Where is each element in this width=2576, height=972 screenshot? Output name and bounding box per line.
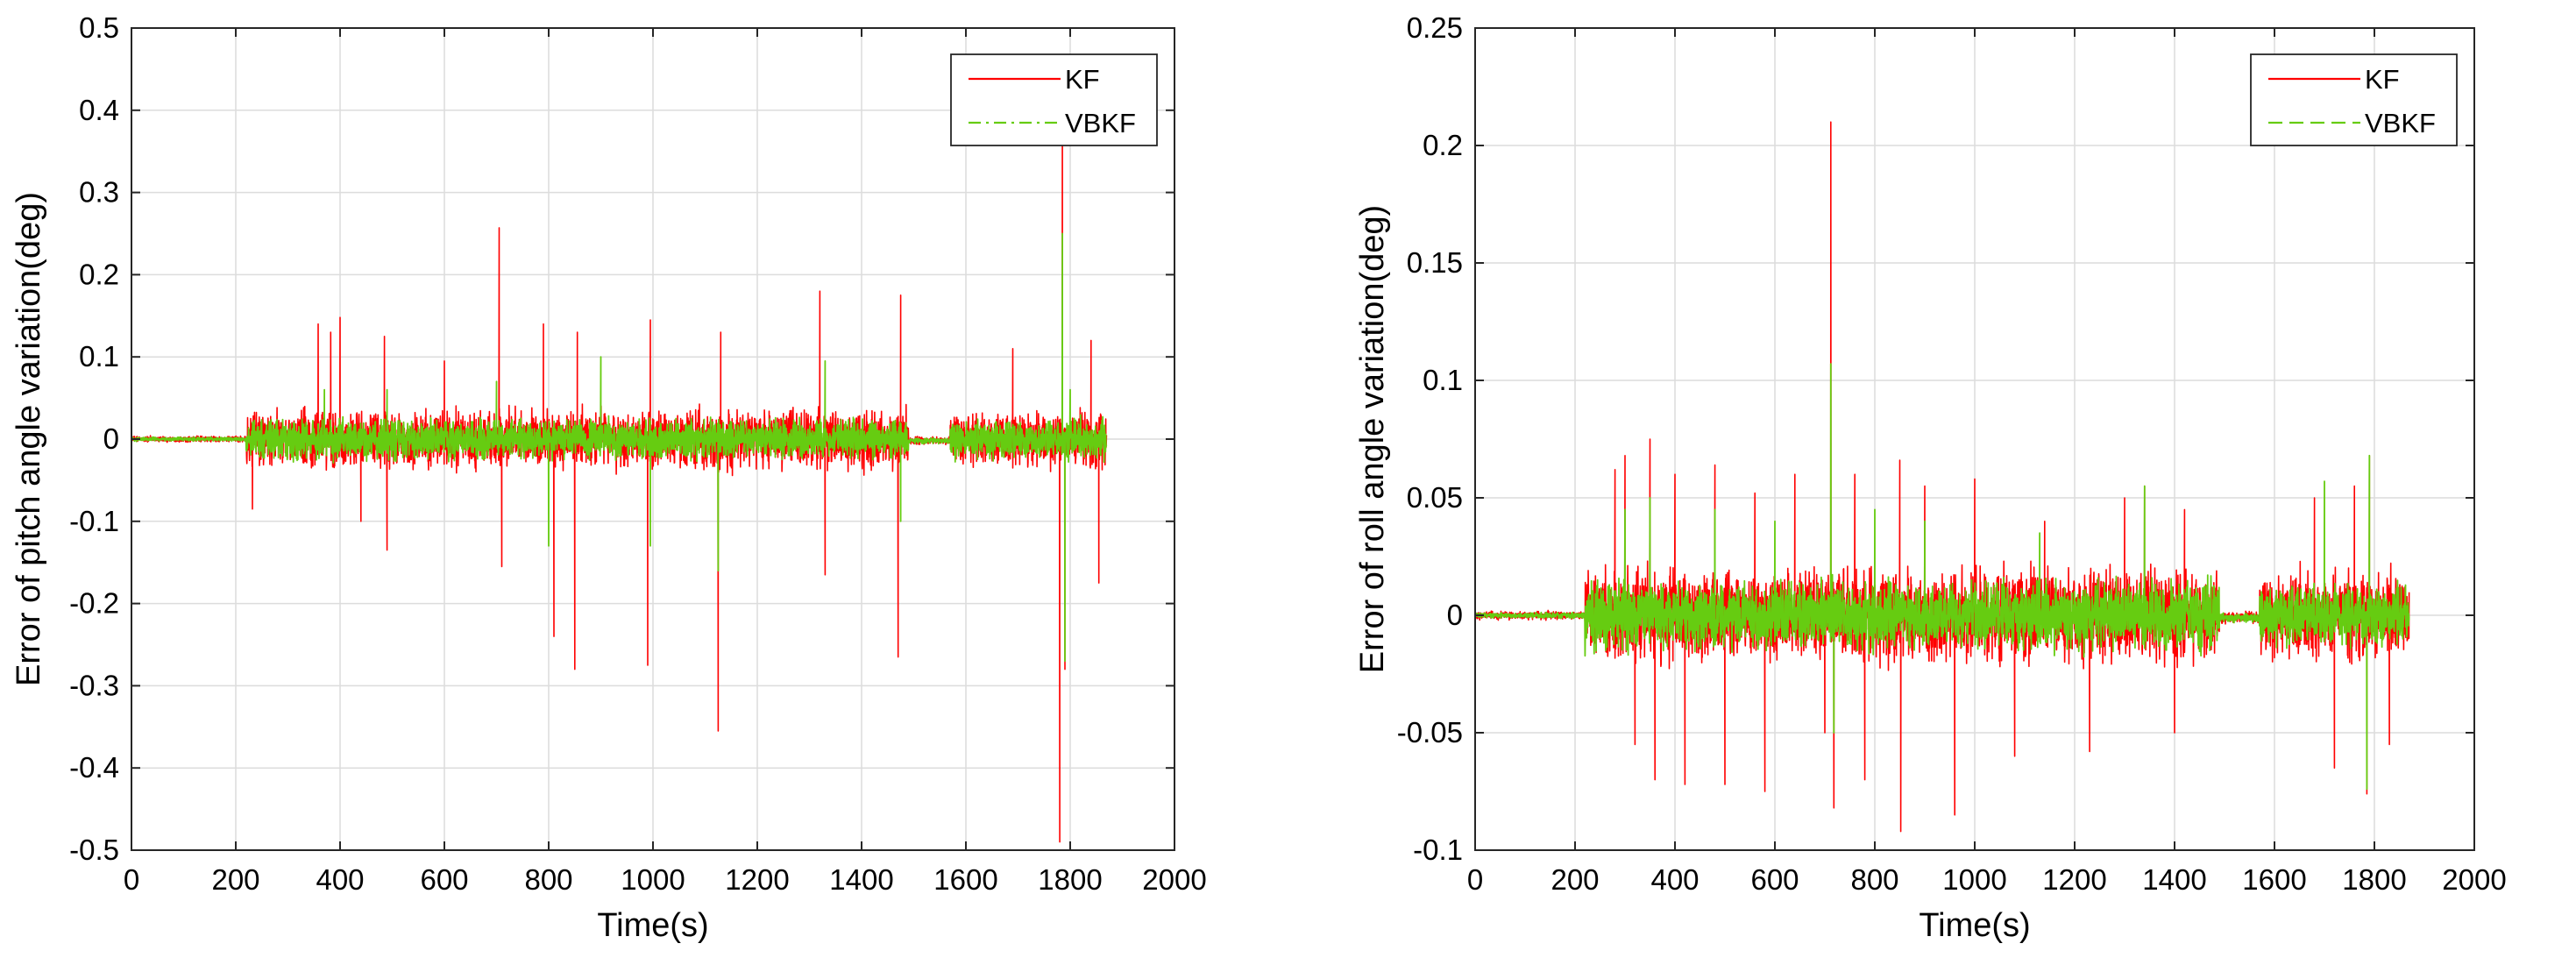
roll-xtick-label-6: 1200	[2042, 863, 2106, 896]
roll-ylabel: Error of roll angle variation(deg)	[1354, 205, 1391, 673]
pitch-ytick-label-0: -0.5	[69, 834, 119, 866]
roll-ytick-label-3: 0.05	[1407, 481, 1463, 514]
roll-xtick-label-9: 1800	[2342, 863, 2406, 896]
roll-legend-label-kf: KF	[2365, 64, 2400, 95]
roll-xtick-label-1: 200	[1551, 863, 1599, 896]
pitch-xtick-label-1: 200	[211, 863, 259, 896]
roll-ytick-label-2: 0	[1447, 599, 1463, 631]
pitch-legend-label-vbkf: VBKF	[1065, 108, 1136, 138]
roll-ytick-label-5: 0.15	[1407, 246, 1463, 279]
pitch-xtick-label-10: 2000	[1142, 863, 1206, 896]
pitch-legend: KF VBKF	[950, 53, 1158, 146]
roll-xtick-label-2: 400	[1650, 863, 1699, 896]
roll-xtick-label-3: 600	[1750, 863, 1799, 896]
pitch-legend-label-kf: KF	[1065, 64, 1100, 95]
roll-xtick-label-10: 2000	[2442, 863, 2506, 896]
roll-ytick-label-7: 0.25	[1407, 11, 1463, 44]
roll-ytick-label-1: -0.05	[1397, 716, 1463, 749]
roll-xtick-label-5: 1000	[1942, 863, 2006, 896]
pitch-xtick-label-8: 1600	[933, 863, 997, 896]
roll-xtick-label-4: 800	[1850, 863, 1898, 896]
pitch-ytick-label-9: 0.4	[79, 94, 119, 126]
pitch-series-vbkf	[131, 232, 1108, 663]
pitch-xtick-label-4: 800	[524, 863, 572, 896]
roll-series-vbkf	[1475, 363, 2410, 791]
pitch-ytick-label-10: 0.5	[79, 11, 119, 44]
pitch-ytick-label-7: 0.2	[79, 258, 119, 290]
roll-legend-label-vbkf: VBKF	[2365, 108, 2436, 138]
pitch-ytick-label-3: -0.2	[69, 587, 119, 620]
roll-legend: KF VBKF	[2250, 53, 2458, 146]
pitch-ytick-label-5: 0	[103, 422, 119, 455]
pitch-xtick-label-3: 600	[420, 863, 468, 896]
pitch-ytick-label-2: -0.3	[69, 669, 119, 701]
roll-chart: 0 200 400 600 800 1000 1200 1400 1600 1800 2000 -0.…	[1354, 11, 2507, 944]
pitch-xtick-label-6: 1200	[725, 863, 789, 896]
roll-xlabel: Time(s)	[1919, 907, 2030, 944]
roll-ytick-label-6: 0.2	[1423, 129, 1463, 161]
pitch-xtick-label-9: 1800	[1038, 863, 1102, 896]
roll-xtick-label-0: 0	[1467, 863, 1483, 896]
pitch-ytick-label-1: -0.4	[69, 751, 119, 784]
roll-legend-box	[2250, 53, 2458, 146]
pitch-legend-box	[950, 53, 1158, 146]
pitch-chart: 0 200 400 600 800 1000 1200 1400 1600 1800 2000 -0.…	[11, 11, 1207, 944]
pitch-ylabel: Error of pitch angle variation(deg)	[11, 192, 47, 686]
pitch-xtick-label-0: 0	[124, 863, 139, 896]
pitch-xtick-label-7: 1400	[829, 863, 893, 896]
pitch-xtick-label-5: 1000	[621, 863, 685, 896]
pitch-ytick-label-8: 0.3	[79, 176, 119, 209]
roll-ytick-label-4: 0.1	[1423, 364, 1463, 396]
roll-xtick-label-7: 1400	[2142, 863, 2206, 896]
roll-ytick-label-0: -0.1	[1413, 834, 1463, 866]
pitch-xlabel: Time(s)	[597, 907, 708, 944]
pitch-xtick-label-2: 400	[316, 863, 364, 896]
roll-xtick-label-8: 1600	[2242, 863, 2306, 896]
pitch-ytick-label-4: -0.1	[69, 505, 119, 537]
pitch-ytick-label-6: 0.1	[79, 340, 119, 372]
